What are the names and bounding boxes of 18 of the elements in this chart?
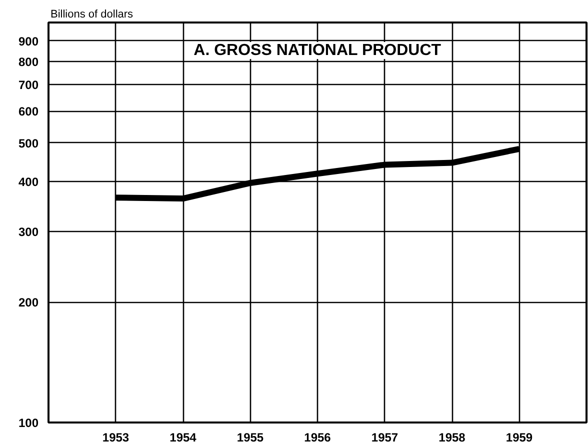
x-tick-label: 1956 [304,430,332,444]
text: A. GROSS NATIONAL PRODUCT [194,42,442,59]
y-tick-label: 200 [18,296,39,310]
y-tick-label: 300 [18,225,39,240]
x-tick-label: 1958 [438,430,466,444]
y-tick-label: 400 [18,175,39,190]
y-tick-label: 900 [18,34,39,48]
x-tick-label: 1955 [236,430,264,444]
x-tick-label: 1959 [506,430,533,444]
y-tick-label: 700 [18,78,39,92]
y-tick-label: 100 [18,416,39,430]
y-tick-label: 600 [18,104,39,119]
x-tick-label: 1957 [371,430,398,444]
y-tick-label: 800 [18,54,39,69]
x-tick-label: 1953 [102,430,130,444]
y-axis-title: Billions of dollars [50,8,134,20]
x-tick-label: 1954 [170,430,197,444]
y-tick-label: 500 [18,136,39,150]
